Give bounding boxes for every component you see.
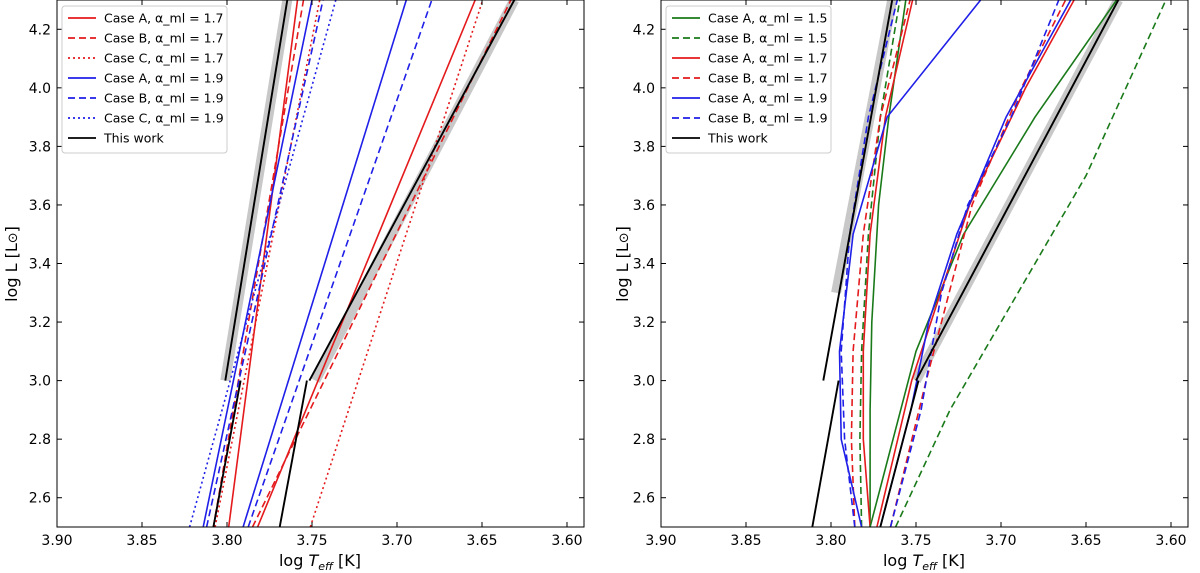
right-legend-box [665, 5, 832, 154]
right-series-line-1: Case B 1.5 blue edge [859, 0, 901, 527]
left-legend: Case A, α_ml = 1.7 Case B, α_ml = 1.7 Case… [61, 5, 228, 154]
left-series-line-11: This work blue edge (upper) [224, 0, 289, 381]
left-y-axis-label: log L [L⊙] [2, 226, 21, 302]
left-x-tick-label-0: 3.90 [41, 533, 72, 549]
right-series-line-13: This work blue edge (lower) [811, 380, 840, 527]
left-series-line-4: Case B 1.9 blue edge [205, 0, 324, 527]
right-series-line-0: Case A 1.5 blue edge [869, 0, 907, 527]
right-y-tick-label-8: 4.2 [633, 22, 655, 38]
right-x-axis-label: log Teff [K] [883, 551, 965, 573]
left-legend-label-1: Case B, α_ml = 1.7 [104, 31, 224, 46]
right-legend-label-0: Case A, α_ml = 1.5 [708, 11, 828, 26]
left-y-tick-label-7: 4.0 [29, 81, 51, 97]
left-x-axis-label: log Teff [K] [279, 551, 361, 573]
left-series-line-12: This work blue edge (lower) [212, 380, 242, 527]
left-series-line-14: This work red edge (lower) [278, 380, 308, 527]
left-legend-label-0: Case A, α_ml = 1.7 [104, 11, 224, 26]
right-x-tick-label-1: 3.85 [730, 533, 761, 549]
left-legend-items: Case A, α_ml = 1.7 Case B, α_ml = 1.7 Case… [68, 11, 224, 146]
left-x-tick-label-6: 3.60 [551, 533, 582, 549]
right-y-axis-label: log L [L⊙] [613, 226, 632, 302]
right-legend: Case A, α_ml = 1.5 Case B, α_ml = 1.5 Case… [665, 5, 832, 154]
left-x-tick-label-2: 3.80 [211, 533, 242, 549]
left-series: Case A 1.7 blue edgeCase B 1.7 blue edge… [188, 0, 516, 527]
right-series-line-14: This work red edge (upper) [915, 0, 1120, 382]
right-y-tick-label-7: 4.0 [633, 81, 655, 97]
right-legend-label-6: This work [707, 131, 769, 146]
left-x-tick-label-1: 3.85 [126, 533, 157, 549]
right-series-line-4: Case A 1.9 blue edge [838, 0, 982, 527]
right-y-tick-label-2: 3.0 [633, 374, 655, 390]
left-panel: Case A 1.7 blue edgeCase B 1.7 blue edge… [2, 0, 585, 573]
left-legend-box [61, 5, 228, 154]
right-y-tick-label-6: 3.8 [633, 139, 655, 155]
right-y-ticks: 2.6 2.8 3.0 3.2 3.4 3.6 3.8 4.0 4.2 [633, 22, 1188, 507]
left-y-tick-label-0: 2.6 [29, 491, 51, 507]
left-series-line-3: Case A 1.9 blue edge [202, 0, 313, 527]
left-y-tick-label-2: 3.0 [29, 374, 51, 390]
left-series-line-8: Case C 1.7 red edge [309, 0, 484, 527]
left-legend-label-3: Case A, α_ml = 1.9 [104, 71, 224, 86]
left-legend-label-4: Case B, α_ml = 1.9 [104, 91, 224, 106]
left-y-tick-label-6: 3.8 [29, 139, 51, 155]
left-y-tick-label-8: 4.2 [29, 22, 51, 38]
right-x-tick-label-4: 3.70 [985, 533, 1016, 549]
left-y-tick-label-3: 3.2 [29, 315, 51, 331]
right-series-line-2: Case A 1.7 blue edge [862, 0, 914, 527]
left-series-line-5: Case C 1.9 blue edge [188, 0, 337, 527]
right-x-tick-label-6: 3.60 [1155, 533, 1186, 549]
left-x-ticks: 3.90 3.85 3.80 3.75 3.70 3.65 3.60 [41, 0, 583, 549]
left-y-tick-label-1: 2.8 [29, 432, 51, 448]
right-y-tick-label-5: 3.6 [633, 198, 655, 214]
left-series-line-1: Case B 1.7 blue edge [212, 0, 305, 527]
right-legend-label-4: Case A, α_ml = 1.9 [708, 91, 828, 106]
right-series-line-12: This work blue edge (upper) [822, 0, 894, 381]
right-y-tick-label-1: 2.8 [633, 432, 655, 448]
right-legend-items: Case A, α_ml = 1.5 Case B, α_ml = 1.5 Case… [672, 11, 828, 146]
right-x-tick-label-2: 3.80 [815, 533, 846, 549]
right-series-line-6: Case A 1.5 red edge [869, 0, 1118, 527]
right-series-line-3: Case B 1.7 blue edge [850, 0, 911, 527]
right-x-ticks: 3.90 3.85 3.80 3.75 3.70 3.65 3.60 [645, 0, 1187, 549]
right-panel: Case A 1.5 blue edgeCase B 1.5 blue edge… [613, 0, 1189, 573]
right-series-line-11: Case B 1.9 red edge [889, 0, 1060, 527]
left-x-tick-label-3: 3.75 [296, 533, 327, 549]
right-x-tick-label-0: 3.90 [645, 533, 676, 549]
left-series-line-10: Case B 1.9 red edge [247, 0, 433, 527]
left-series-line-0: Case A 1.7 blue edge [227, 0, 299, 527]
left-series-line-13: This work red edge (upper) [308, 0, 516, 382]
right-y-tick-label-3: 3.2 [633, 315, 655, 331]
left-series-line-9: Case A 1.9 red edge [242, 0, 408, 527]
left-y-tick-label-5: 3.6 [29, 198, 51, 214]
left-legend-label-5: Case C, α_ml = 1.9 [104, 111, 224, 126]
right-legend-label-5: Case B, α_ml = 1.9 [708, 111, 828, 126]
right-series-line-9: Case B 1.7 red edge [889, 0, 1067, 527]
left-x-tick-label-4: 3.70 [381, 533, 412, 549]
left-x-tick-label-5: 3.65 [466, 533, 497, 549]
right-x-tick-label-3: 3.75 [900, 533, 931, 549]
right-series-line-15: This work red edge (lower) [879, 380, 920, 527]
right-legend-label-2: Case A, α_ml = 1.7 [708, 51, 828, 66]
right-series-line-5: Case B 1.9 blue edge [840, 0, 899, 527]
right-y-tick-label-4: 3.4 [633, 257, 655, 273]
left-y-tick-label-4: 3.4 [29, 257, 51, 273]
right-series-line-7: Case B 1.5 red edge [894, 0, 1167, 527]
right-legend-label-1: Case B, α_ml = 1.5 [708, 31, 828, 46]
right-legend-label-3: Case B, α_ml = 1.7 [708, 71, 828, 86]
left-legend-label-6: This work [103, 131, 165, 146]
right-series: Case A 1.5 blue edgeCase B 1.5 blue edge… [811, 0, 1167, 527]
left-legend-label-2: Case C, α_ml = 1.7 [104, 51, 224, 66]
left-y-ticks: 2.6 2.8 3.0 3.2 3.4 3.6 3.8 4.0 4.2 [29, 22, 584, 507]
left-series-line-6: Case A 1.7 red edge [256, 0, 476, 527]
right-y-tick-label-0: 2.6 [633, 491, 655, 507]
left-bands [220, 0, 519, 383]
right-x-tick-label-5: 3.65 [1070, 533, 1101, 549]
